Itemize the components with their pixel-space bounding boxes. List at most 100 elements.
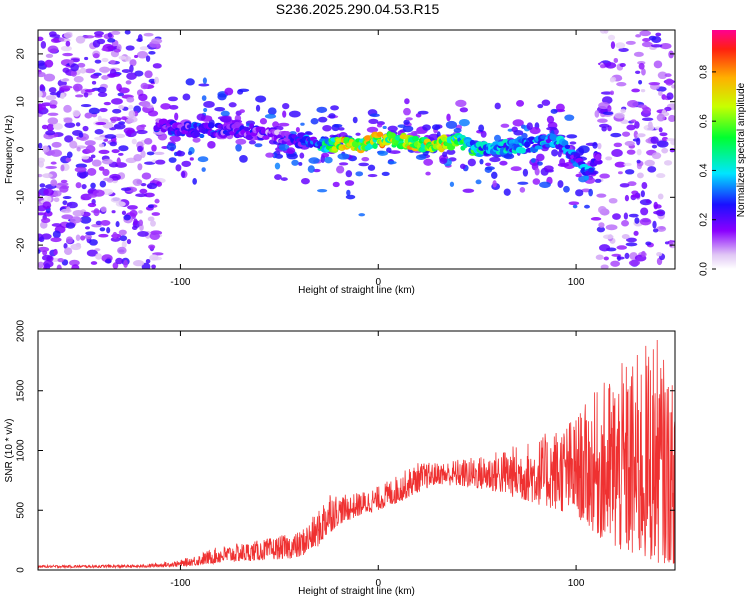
- heatmap-cell: [45, 95, 57, 101]
- heatmap-cell: [617, 171, 623, 175]
- heatmap-cell: [336, 165, 345, 174]
- heatmap-cell: [39, 84, 45, 91]
- heatmap-cell: [625, 40, 636, 45]
- heatmap-cell: [42, 250, 48, 256]
- heatmap-cell: [97, 86, 107, 94]
- heatmap-cell: [603, 30, 609, 34]
- heatmap-cell: [111, 98, 123, 105]
- heatmap-cell: [539, 181, 551, 188]
- heatmap-cell: [630, 119, 637, 123]
- heatmap-cell: [201, 95, 207, 101]
- heatmap-cell: [41, 124, 49, 130]
- heatmap-cell: [120, 187, 132, 191]
- heatmap-cell: [494, 102, 501, 110]
- heatmap-cell: [499, 160, 508, 166]
- heatmap-cell: [112, 108, 122, 114]
- heatmap-cell: [478, 124, 485, 133]
- heatmap-cell: [143, 161, 156, 165]
- heatmap-cell: [151, 96, 157, 105]
- heatmap-cell: [621, 234, 630, 240]
- heatmap-cell: [125, 118, 132, 125]
- heatmap-cell: [599, 173, 610, 179]
- heatmap-cell: [133, 154, 142, 162]
- y-tick-label: 0: [16, 567, 27, 573]
- heatmap-cell: [113, 48, 121, 53]
- heatmap-cell: [332, 181, 340, 188]
- heatmap-cell: [666, 92, 674, 100]
- heatmap-cell: [147, 216, 155, 222]
- heatmap-cell: [75, 234, 81, 242]
- heatmap-cell: [308, 157, 320, 164]
- heatmap-cell: [235, 143, 242, 152]
- heatmap-cell: [152, 63, 162, 69]
- heatmap-cell: [651, 144, 658, 149]
- heatmap-cell: [602, 234, 614, 240]
- heatmap-cell: [635, 34, 642, 38]
- heatmap-cell: [338, 127, 345, 131]
- heatmap-cell: [110, 197, 122, 203]
- heatmap-cell: [103, 101, 111, 106]
- heatmap-cell: [564, 114, 575, 121]
- heatmap-cell: [650, 44, 663, 48]
- heatmap-cell: [310, 118, 319, 125]
- heatmap-cell: [126, 72, 137, 80]
- heatmap-cell: [118, 55, 127, 60]
- heatmap-ridge-cell: [595, 153, 602, 161]
- heatmap-cell: [50, 161, 57, 165]
- heatmap-cell: [618, 47, 629, 53]
- heatmap-cell: [38, 104, 47, 111]
- heatmap-cell: [62, 78, 70, 82]
- heatmap-cell: [38, 261, 44, 269]
- heatmap-cell: [657, 71, 668, 80]
- heatmap-cell: [151, 38, 163, 44]
- heatmap-cell: [605, 156, 613, 161]
- heatmap-cell: [56, 182, 69, 186]
- heatmap-cell: [517, 181, 529, 185]
- heatmap-cell: [566, 134, 578, 139]
- heatmap-cell: [84, 112, 93, 119]
- heatmap-cell: [44, 59, 54, 68]
- heatmap-cell: [645, 241, 652, 246]
- heatmap-cell: [151, 212, 161, 216]
- heatmap-cell: [49, 104, 57, 109]
- heatmap-cell: [38, 90, 43, 98]
- heatmap-cell: [346, 189, 351, 196]
- heatmap-cell: [102, 168, 110, 176]
- heatmap-cell: [123, 214, 131, 221]
- heatmap-cell: [652, 228, 659, 233]
- heatmap-cell: [636, 137, 641, 146]
- heatmap-cell: [154, 76, 160, 85]
- heatmap-cell: [75, 35, 86, 44]
- heatmap-cell: [185, 78, 195, 86]
- heatmap-cell: [608, 198, 618, 204]
- heatmap-cell: [123, 127, 135, 134]
- heatmap-cell: [192, 137, 201, 143]
- y-tick-label: 2000: [16, 319, 27, 342]
- heatmap-cell: [569, 141, 577, 145]
- snr-x-label: Height of straight line (km): [298, 586, 415, 597]
- heatmap-cell: [97, 92, 108, 98]
- heatmap-cell: [109, 116, 121, 122]
- heatmap-cell: [66, 151, 73, 158]
- heatmap-cell: [101, 158, 113, 165]
- heatmap-cell: [84, 234, 92, 240]
- heatmap-cell: [126, 96, 135, 103]
- heatmap-cell: [627, 181, 637, 187]
- heatmap-cell: [81, 183, 87, 190]
- heatmap-cell: [168, 104, 179, 110]
- heatmap-cell: [605, 224, 618, 231]
- heatmap-cell: [623, 212, 629, 220]
- heatmap-cell: [73, 76, 84, 83]
- heatmap-cell: [192, 178, 197, 185]
- heatmap-cell: [168, 96, 178, 102]
- x-tick-label: 100: [568, 277, 585, 288]
- snr-series: [38, 339, 675, 570]
- heatmap-cell: [455, 99, 467, 108]
- colorbar-tick-label: 0.4: [699, 163, 710, 177]
- heatmap-cell: [642, 106, 652, 114]
- heatmap-cell: [609, 90, 615, 96]
- heatmap-cell: [636, 159, 641, 164]
- heatmap-cell: [656, 225, 667, 232]
- heatmap-cell: [144, 138, 153, 145]
- heatmap-area: [38, 30, 675, 269]
